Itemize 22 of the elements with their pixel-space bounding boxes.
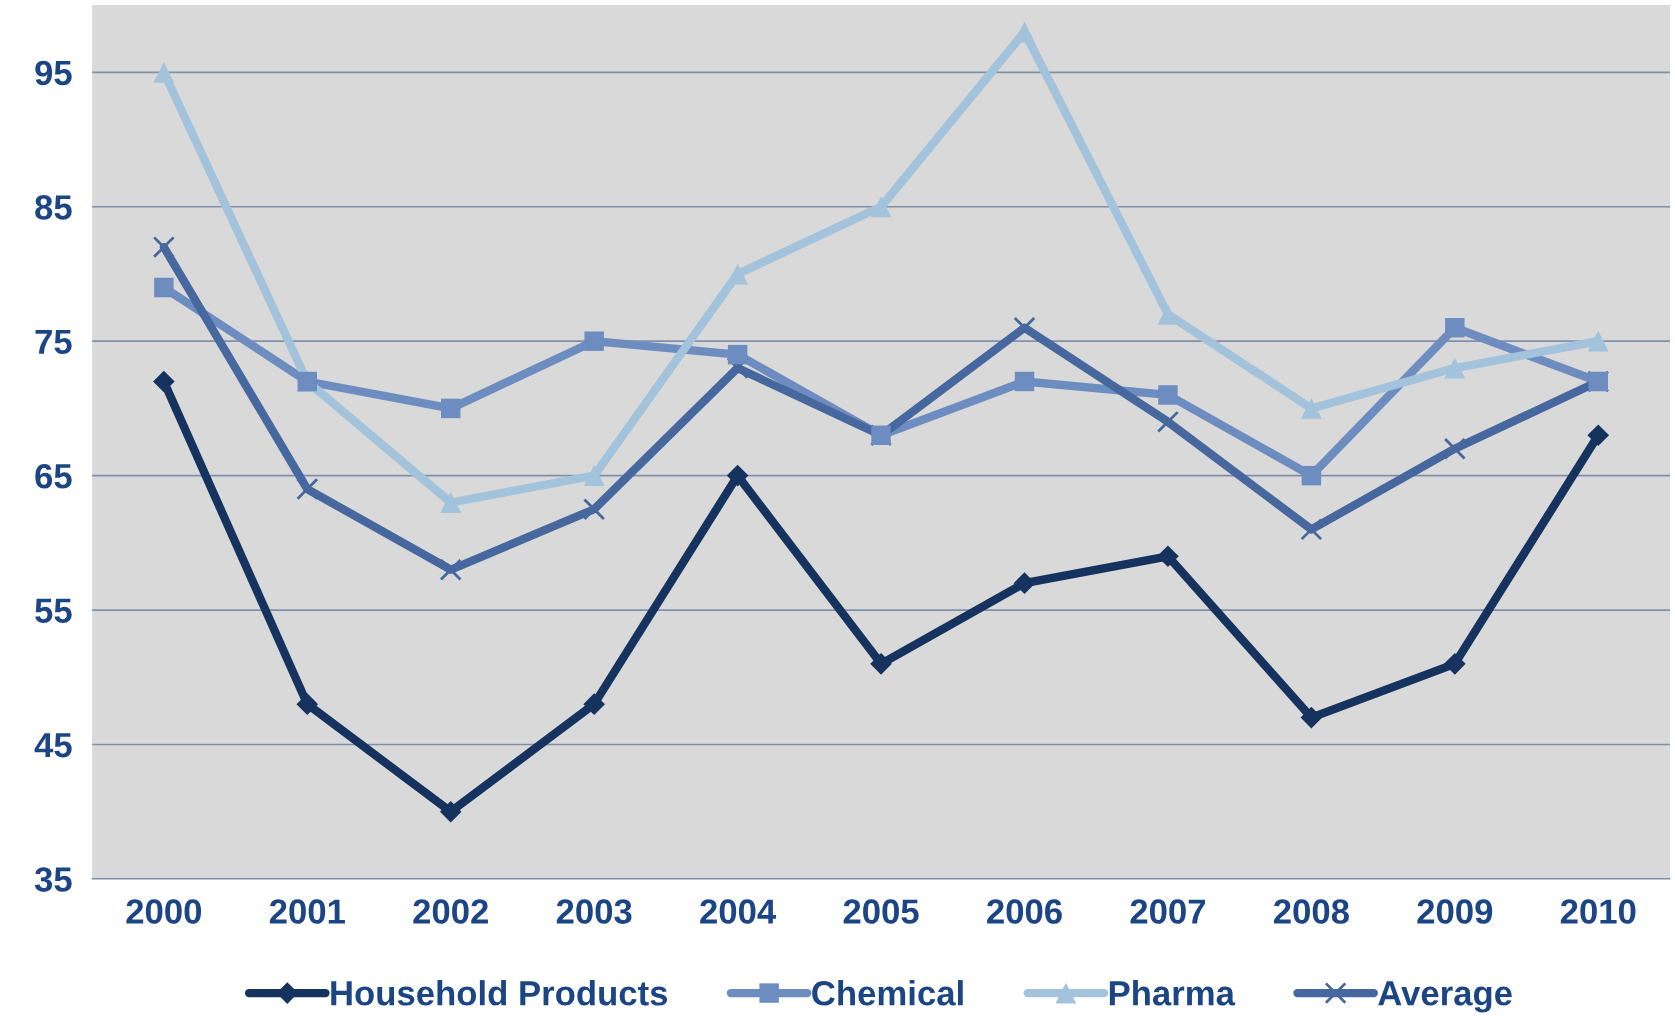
legend-label: Household Products [331,980,668,1006]
x-tick-label: 2005 [843,899,919,924]
y-tick-label: 65 [35,463,72,489]
x-tick-label: 2010 [1560,899,1636,924]
x-tick-label: 2004 [700,899,777,924]
y-tick-label: 55 [35,598,72,623]
legend-label: Chemical [812,980,963,1006]
y-tick-label: 85 [35,195,72,220]
legend-label: Average [1378,981,1512,1013]
x-tick-label: 2002 [413,899,488,924]
x-tick-label: 2006 [987,899,1062,924]
x-tick-label: 2007 [1130,899,1206,924]
x-tick-label: 2003 [556,899,632,924]
y-tick-label: 45 [34,733,72,758]
x-tick-label: 2009 [1417,899,1493,924]
x-tick-label: 2001 [269,899,345,924]
y-tick-label: 35 [34,867,72,892]
x-tick-label: 2008 [1273,899,1349,924]
y-tick-label: 75 [35,329,72,355]
y-tick-label: 95 [35,60,72,86]
legend-label: Pharma [1109,980,1236,1006]
x-tick-label: 2000 [126,899,202,924]
